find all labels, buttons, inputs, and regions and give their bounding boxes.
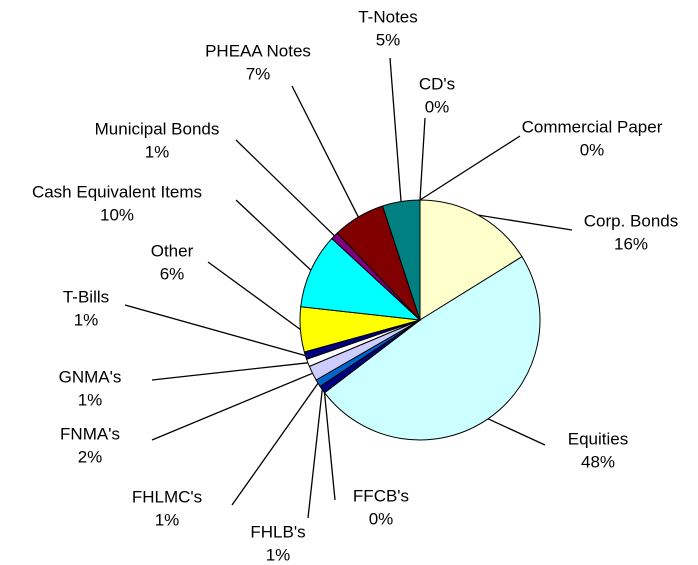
slice-value-label: 0% bbox=[580, 140, 605, 159]
slice-value-label: 1% bbox=[74, 310, 99, 329]
slice-value-label: 1% bbox=[266, 545, 291, 564]
leader-line bbox=[291, 85, 359, 218]
slice-label: Corp. Bonds bbox=[584, 211, 679, 230]
slice-label: Cash Equivalent Items bbox=[32, 182, 202, 201]
leader-line bbox=[487, 418, 546, 446]
leader-line bbox=[389, 57, 402, 202]
slice-value-label: 0% bbox=[369, 509, 394, 528]
slice-value-label: 7% bbox=[246, 64, 271, 83]
slice-label: FNMA's bbox=[60, 424, 120, 443]
slice-label: Equities bbox=[568, 429, 628, 448]
slice-value-label: 16% bbox=[614, 234, 648, 253]
slice-label: FHLMC's bbox=[132, 487, 202, 506]
leader-line bbox=[323, 392, 336, 501]
slice-label: FHLB's bbox=[250, 522, 305, 541]
slice-value-label: 48% bbox=[581, 452, 615, 471]
leader-line bbox=[207, 261, 301, 331]
slice-value-label: 1% bbox=[145, 142, 170, 161]
leader-line bbox=[151, 362, 308, 381]
slice-value-label: 1% bbox=[78, 390, 103, 409]
leader-line bbox=[235, 139, 335, 237]
leader-line bbox=[124, 304, 306, 357]
slice-value-label: 10% bbox=[100, 205, 134, 224]
slice-label: Municipal Bonds bbox=[95, 119, 220, 138]
slice-value-label: 5% bbox=[376, 30, 401, 49]
leader-line bbox=[307, 389, 323, 519]
slice-label: Other bbox=[151, 241, 194, 260]
slice-label: T-Bills bbox=[63, 287, 109, 306]
slice-label: CD's bbox=[419, 74, 455, 93]
slice-value-label: 2% bbox=[78, 447, 103, 466]
slice-value-label: 6% bbox=[160, 264, 185, 283]
leader-line bbox=[478, 214, 573, 231]
pie-slice bbox=[300, 237, 422, 321]
slice-label: GNMA's bbox=[59, 367, 122, 386]
leader-line bbox=[231, 382, 319, 506]
pie-slice bbox=[323, 256, 541, 441]
slice-label: Commercial Paper bbox=[522, 117, 663, 136]
leader-line bbox=[419, 135, 521, 201]
leader-line bbox=[419, 117, 426, 201]
slice-label: FFCB's bbox=[353, 486, 409, 505]
slice-label: PHEAA Notes bbox=[205, 41, 311, 60]
leader-line bbox=[151, 372, 313, 441]
slice-value-label: 1% bbox=[155, 510, 180, 529]
leader-line bbox=[235, 199, 312, 271]
slice-label: T-Notes bbox=[358, 7, 418, 26]
slice-value-label: 0% bbox=[425, 97, 450, 116]
